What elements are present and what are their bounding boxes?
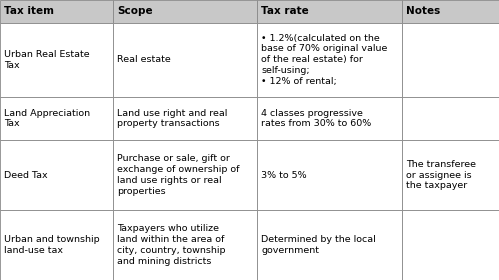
Bar [402, 210, 499, 280]
Bar [402, 23, 499, 97]
Bar [113, 140, 257, 210]
Text: Tax rate: Tax rate [261, 6, 309, 16]
Text: 3% to 5%: 3% to 5% [261, 171, 307, 179]
Text: Notes: Notes [406, 6, 440, 16]
Text: The transferee
or assignee is
the taxpayer: The transferee or assignee is the taxpay… [406, 160, 476, 190]
Text: • 1.2%(calculated on the
base of 70% original value
of the real estate) for
self: • 1.2%(calculated on the base of 70% ori… [261, 34, 388, 86]
Text: Determined by the local
government: Determined by the local government [261, 235, 376, 255]
Text: Scope: Scope [117, 6, 153, 16]
Bar [257, 97, 402, 140]
Bar [113, 97, 257, 140]
Bar [402, 0, 499, 23]
Text: Urban Real Estate
Tax: Urban Real Estate Tax [4, 50, 90, 70]
Bar [0, 140, 113, 210]
Bar [257, 140, 402, 210]
Bar [0, 0, 113, 23]
Bar [113, 23, 257, 97]
Text: Purchase or sale, gift or
exchange of ownership of
land use rights or real
prope: Purchase or sale, gift or exchange of ow… [117, 154, 240, 196]
Bar [113, 0, 257, 23]
Bar [402, 97, 499, 140]
Bar [0, 23, 113, 97]
Text: Real estate: Real estate [117, 55, 171, 64]
Bar [0, 97, 113, 140]
Bar [257, 0, 402, 23]
Bar [402, 140, 499, 210]
Bar [257, 23, 402, 97]
Text: Land use right and real
property transactions: Land use right and real property transac… [117, 109, 228, 128]
Bar [0, 210, 113, 280]
Text: Tax item: Tax item [4, 6, 54, 16]
Text: 4 classes progressive
rates from 30% to 60%: 4 classes progressive rates from 30% to … [261, 109, 372, 128]
Text: Taxpayers who utilize
land within the area of
city, country, township
and mining: Taxpayers who utilize land within the ar… [117, 224, 226, 266]
Bar [113, 210, 257, 280]
Text: Deed Tax: Deed Tax [4, 171, 47, 179]
Text: Land Appreciation
Tax: Land Appreciation Tax [4, 109, 90, 128]
Bar [257, 210, 402, 280]
Text: Urban and township
land-use tax: Urban and township land-use tax [4, 235, 100, 255]
